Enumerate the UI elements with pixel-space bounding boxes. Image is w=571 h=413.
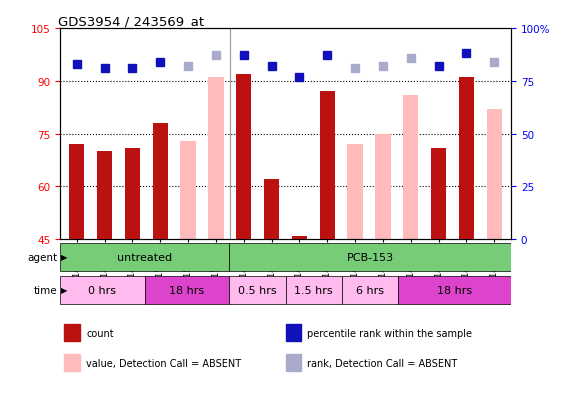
Text: 0 hrs: 0 hrs <box>89 285 116 295</box>
Bar <box>348 145 363 240</box>
Bar <box>320 92 335 240</box>
Text: rank, Detection Call = ABSENT: rank, Detection Call = ABSENT <box>307 358 457 368</box>
Bar <box>459 78 474 240</box>
Bar <box>69 145 85 240</box>
Bar <box>229 276 286 304</box>
Bar <box>286 354 301 371</box>
Bar <box>486 109 502 240</box>
Bar <box>65 324 81 342</box>
Bar <box>65 354 81 371</box>
Bar <box>292 236 307 240</box>
Text: 6 hrs: 6 hrs <box>356 285 384 295</box>
Bar <box>264 180 279 240</box>
Text: 0.5 hrs: 0.5 hrs <box>238 285 276 295</box>
Text: percentile rank within the sample: percentile rank within the sample <box>307 328 472 339</box>
Text: value, Detection Call = ABSENT: value, Detection Call = ABSENT <box>86 358 241 368</box>
Text: count: count <box>86 328 114 339</box>
Bar <box>342 276 399 304</box>
Bar <box>60 243 229 271</box>
Bar <box>97 152 112 240</box>
Bar <box>286 276 342 304</box>
Bar <box>431 148 447 240</box>
Text: GDS3954 / 243569_at: GDS3954 / 243569_at <box>58 15 204 28</box>
Bar <box>124 148 140 240</box>
Bar <box>180 141 196 240</box>
Bar <box>375 134 391 240</box>
Bar <box>403 96 419 240</box>
Text: 1.5 hrs: 1.5 hrs <box>295 285 333 295</box>
Bar <box>152 124 168 240</box>
Text: 18 hrs: 18 hrs <box>437 285 472 295</box>
Text: time: time <box>34 285 57 295</box>
Text: 18 hrs: 18 hrs <box>169 285 204 295</box>
Bar <box>229 243 511 271</box>
Bar <box>144 276 229 304</box>
Text: ▶: ▶ <box>61 286 67 294</box>
Text: PCB-153: PCB-153 <box>347 252 393 262</box>
Bar <box>60 276 144 304</box>
Bar <box>208 78 223 240</box>
Bar <box>399 276 511 304</box>
Bar <box>236 75 251 240</box>
Bar <box>286 324 301 342</box>
Text: agent: agent <box>27 252 57 262</box>
Text: ▶: ▶ <box>61 253 67 261</box>
Text: untreated: untreated <box>117 252 172 262</box>
